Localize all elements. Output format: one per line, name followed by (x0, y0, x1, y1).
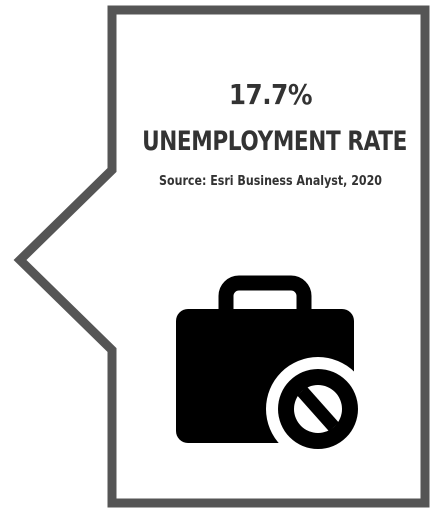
source-text: Source: Esri Business Analyst, 2020 (159, 174, 382, 189)
stat-value: 17.7% (228, 78, 313, 111)
stat-label: UNEMPLOYMENT RATE (142, 126, 407, 157)
briefcase-no-icon (168, 275, 378, 461)
